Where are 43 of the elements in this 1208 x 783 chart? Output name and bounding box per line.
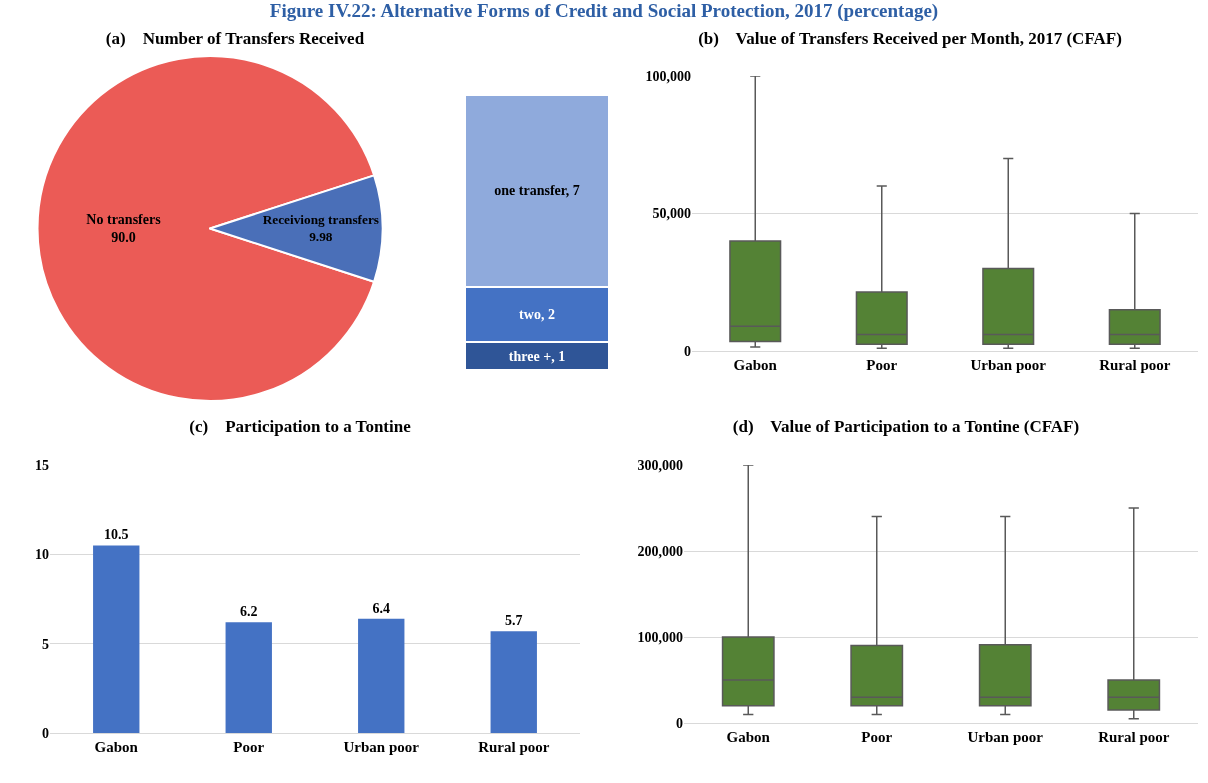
y-tick-label: 100,000 bbox=[637, 629, 683, 645]
data-label: one transfer, 7 bbox=[494, 183, 580, 199]
x-tick-label: Urban poor bbox=[343, 739, 420, 755]
x-tick-label: Rural poor bbox=[1098, 729, 1170, 745]
y-tick-label: 300,000 bbox=[637, 457, 683, 473]
x-tick-label: Urban poor bbox=[970, 357, 1047, 373]
y-tick-label: 100,000 bbox=[645, 68, 691, 84]
x-tick-label: Urban poor bbox=[967, 729, 1044, 745]
data-label: two, 2 bbox=[519, 307, 555, 323]
y-tick-label: 10 bbox=[35, 547, 49, 563]
x-tick-label: Gabon bbox=[733, 357, 778, 373]
slice-label: Receiviong transfers bbox=[262, 212, 380, 228]
x-tick-label: Gabon bbox=[726, 729, 771, 745]
data-label: 9.98 bbox=[309, 229, 333, 245]
x-tick-label: Poor bbox=[233, 739, 265, 755]
y-tick-label: 5 bbox=[42, 636, 49, 652]
x-tick-label: Poor bbox=[866, 357, 898, 373]
data-label: 6.4 bbox=[372, 600, 390, 616]
text: Figure IV.22: Alternative Forms of Credit and Social Protection, 2017 (percentage) bbox=[268, 0, 940, 22]
bar bbox=[225, 622, 272, 733]
x-tick-label: Rural poor bbox=[1099, 357, 1171, 373]
data-label: three +, 1 bbox=[508, 348, 566, 364]
chart-subtitle: (a) Number of Transfers Received bbox=[105, 28, 365, 48]
y-tick-label: 200,000 bbox=[637, 543, 683, 559]
bar bbox=[93, 545, 140, 733]
bar bbox=[358, 618, 405, 733]
y-tick-label: 50,000 bbox=[652, 206, 691, 222]
slice-label: No transfers bbox=[86, 211, 162, 227]
x-tick-label: Rural poor bbox=[478, 739, 550, 755]
bar bbox=[490, 631, 537, 733]
data-label: 10.5 bbox=[104, 527, 129, 543]
data-label: 6.2 bbox=[240, 604, 258, 620]
chart-title: (c) Participation to a Tontine bbox=[189, 417, 412, 437]
x-tick-label: Gabon bbox=[94, 739, 139, 755]
x-tick-label: Poor bbox=[861, 729, 893, 745]
y-tick-label: 0 bbox=[684, 343, 691, 359]
data-label: 90.0 bbox=[111, 230, 136, 246]
data-label: 5.7 bbox=[505, 613, 523, 629]
y-tick-label: 15 bbox=[35, 457, 49, 473]
chart-title: (b) Value of Transfers Received per Month, 2017 (CFAF) bbox=[698, 28, 1122, 48]
y-tick-label: 0 bbox=[676, 715, 683, 731]
y-tick-label: 0 bbox=[42, 725, 49, 741]
chart-title: (d) Value of Participation to a Tontine (CFAF) bbox=[732, 417, 1080, 437]
